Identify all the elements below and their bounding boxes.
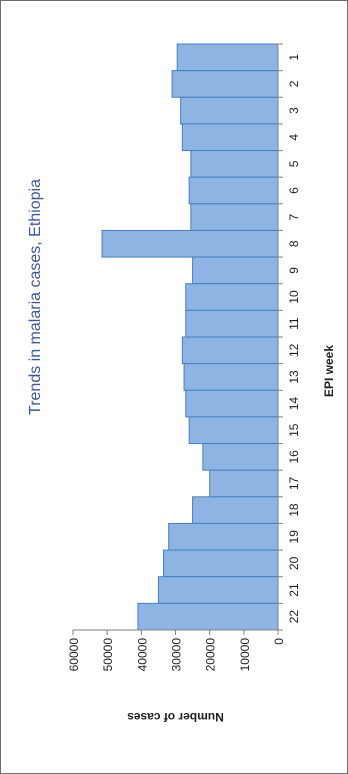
bar-week-14 — [185, 389, 279, 418]
category-tick-label: 9 — [287, 267, 301, 274]
category-tick-label: 16 — [287, 450, 301, 464]
value-tick-label: 10000 — [238, 638, 252, 672]
value-tick-label: 30000 — [170, 638, 184, 672]
category-tick-label: 22 — [287, 610, 301, 624]
bar-week-10 — [185, 283, 279, 311]
bar-week-19 — [168, 522, 279, 551]
bar-week-17 — [209, 469, 279, 498]
category-tick-label: 2 — [287, 80, 301, 87]
chart-title: Trends in malaria cases, Ethiopia — [27, 179, 44, 415]
value-tick-label: 20000 — [204, 638, 218, 672]
bar-week-22 — [137, 602, 279, 631]
bar-week-21 — [157, 576, 279, 604]
value-tick-label: 60000 — [67, 638, 81, 672]
bar-week-6 — [188, 176, 279, 205]
category-tick-label: 19 — [287, 530, 301, 544]
bar-week-20 — [163, 549, 279, 578]
bar-week-4 — [181, 123, 279, 152]
category-tick-label: 7 — [287, 213, 301, 220]
category-tick-label: 1 — [287, 54, 301, 61]
bar-week-7 — [190, 203, 279, 231]
category-tick-label: 20 — [287, 556, 301, 570]
bar-week-5 — [190, 150, 279, 178]
category-tick-label: 18 — [287, 503, 301, 517]
value-tick-label: 40000 — [135, 638, 149, 672]
category-tick-label: 3 — [287, 107, 301, 114]
bar-week-3 — [180, 96, 279, 125]
category-tick-label: 14 — [287, 397, 301, 411]
y-axis-label: Number of cases — [127, 710, 224, 724]
category-tick-label: 8 — [287, 240, 301, 247]
category-tick-label: 13 — [287, 370, 301, 384]
bar-week-16 — [202, 443, 279, 471]
bar-week-13 — [183, 363, 279, 391]
bars-group — [101, 43, 279, 631]
category-tick-label: 6 — [287, 187, 301, 194]
bar-week-9 — [192, 256, 279, 285]
bar-week-18 — [192, 496, 279, 524]
x-axis-label: EPI week — [322, 345, 336, 397]
bar-week-1 — [176, 43, 279, 72]
category-tick-label: 17 — [287, 477, 301, 491]
bar-week-12 — [181, 336, 279, 365]
category-tick-label: 4 — [287, 134, 301, 141]
value-tick-label: 50000 — [101, 638, 115, 672]
bar-week-8 — [101, 229, 279, 258]
category-tick-label: 11 — [287, 317, 301, 330]
category-tick-label: 10 — [287, 290, 301, 304]
value-tick-label: 0 — [272, 638, 286, 645]
category-tick-label: 5 — [287, 160, 301, 167]
bar-week-15 — [188, 416, 279, 445]
bar-week-11 — [185, 309, 279, 338]
category-tick-label: 12 — [287, 343, 301, 357]
bar-week-2 — [171, 70, 279, 98]
category-tick-label: 21 — [287, 583, 301, 597]
category-tick-label: 15 — [287, 423, 301, 437]
value-axis-ticks: 0 10000 20000 30000 40000 50000 60000 — [67, 630, 286, 671]
